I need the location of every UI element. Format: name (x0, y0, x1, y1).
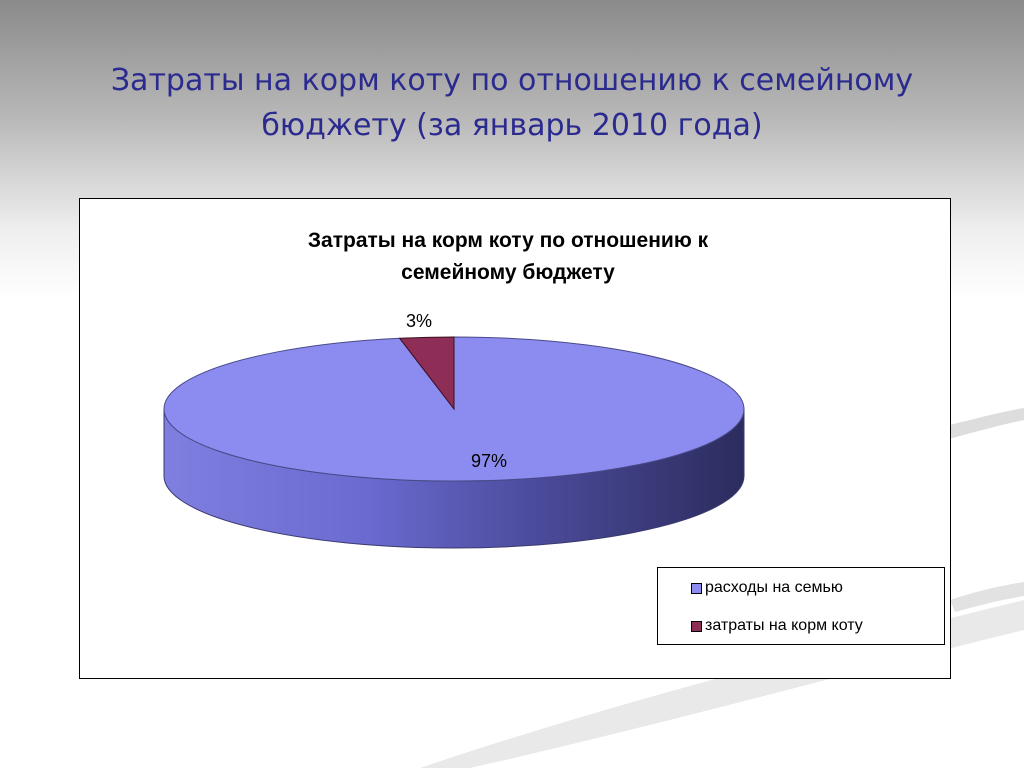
chart-title-line-1: Затраты на корм коту по отношению к (308, 229, 709, 252)
legend-swatch-family (691, 582, 702, 594)
chart-title-line-2: семейному бюджету (401, 261, 615, 284)
legend-label-family: расходы на семью (705, 579, 843, 596)
legend-item-cat-food: затраты на корм коту (691, 616, 863, 636)
data-label-cat-food: 3% (406, 311, 432, 331)
pie-slice-cat-food (398, 336, 455, 411)
legend-label-cat-food: затраты на корм коту (705, 617, 863, 634)
pie-slices: 97% 3% (163, 311, 745, 549)
chart-frame: Затраты на корм коту по отношению к семе… (79, 198, 951, 679)
data-label-family: 97% (471, 451, 507, 471)
legend-item-family: расходы на семью (691, 578, 843, 598)
pie-chart: Затраты на корм коту по отношению к семе… (163, 229, 745, 549)
legend-swatch-cat-food (691, 620, 702, 632)
chart-legend: расходы на семью затраты на корм коту (657, 567, 945, 645)
slide-title: Затраты на корм коту по отношению к семе… (110, 63, 914, 143)
